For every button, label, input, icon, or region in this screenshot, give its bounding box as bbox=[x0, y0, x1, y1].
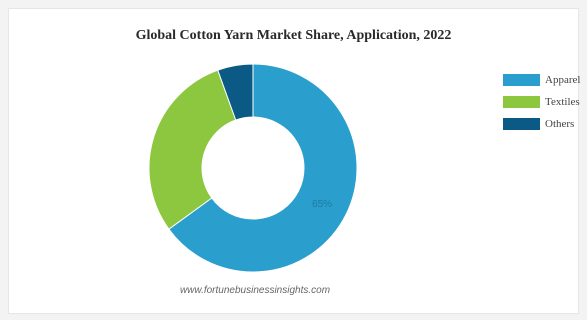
donut-data-labels: 65% bbox=[312, 199, 332, 210]
legend-item-others[interactable]: Others bbox=[503, 116, 580, 132]
legend-label-textiles: Textiles bbox=[545, 96, 580, 108]
legend-label-others: Others bbox=[545, 118, 575, 130]
donut-slice-apparel[interactable] bbox=[168, 63, 358, 273]
legend-swatch-apparel bbox=[503, 74, 540, 86]
source-watermark: www.fortunebusinessinsights.com bbox=[179, 285, 331, 296]
chart-legend: Apparel Textiles Others bbox=[503, 72, 580, 138]
data-label-apparel: 65% bbox=[312, 199, 332, 210]
legend-item-apparel[interactable]: Apparel bbox=[503, 72, 580, 88]
chart-title: Global Cotton Yarn Market Share, Applica… bbox=[135, 28, 452, 43]
donut-slice-textiles[interactable] bbox=[148, 69, 237, 230]
legend-swatch-others bbox=[503, 118, 540, 130]
legend-item-textiles[interactable]: Textiles bbox=[503, 94, 580, 110]
legend-swatch-textiles bbox=[503, 96, 540, 108]
donut-slices bbox=[148, 63, 358, 273]
legend-label-apparel: Apparel bbox=[545, 74, 581, 86]
donut-slice-others[interactable] bbox=[217, 63, 254, 121]
